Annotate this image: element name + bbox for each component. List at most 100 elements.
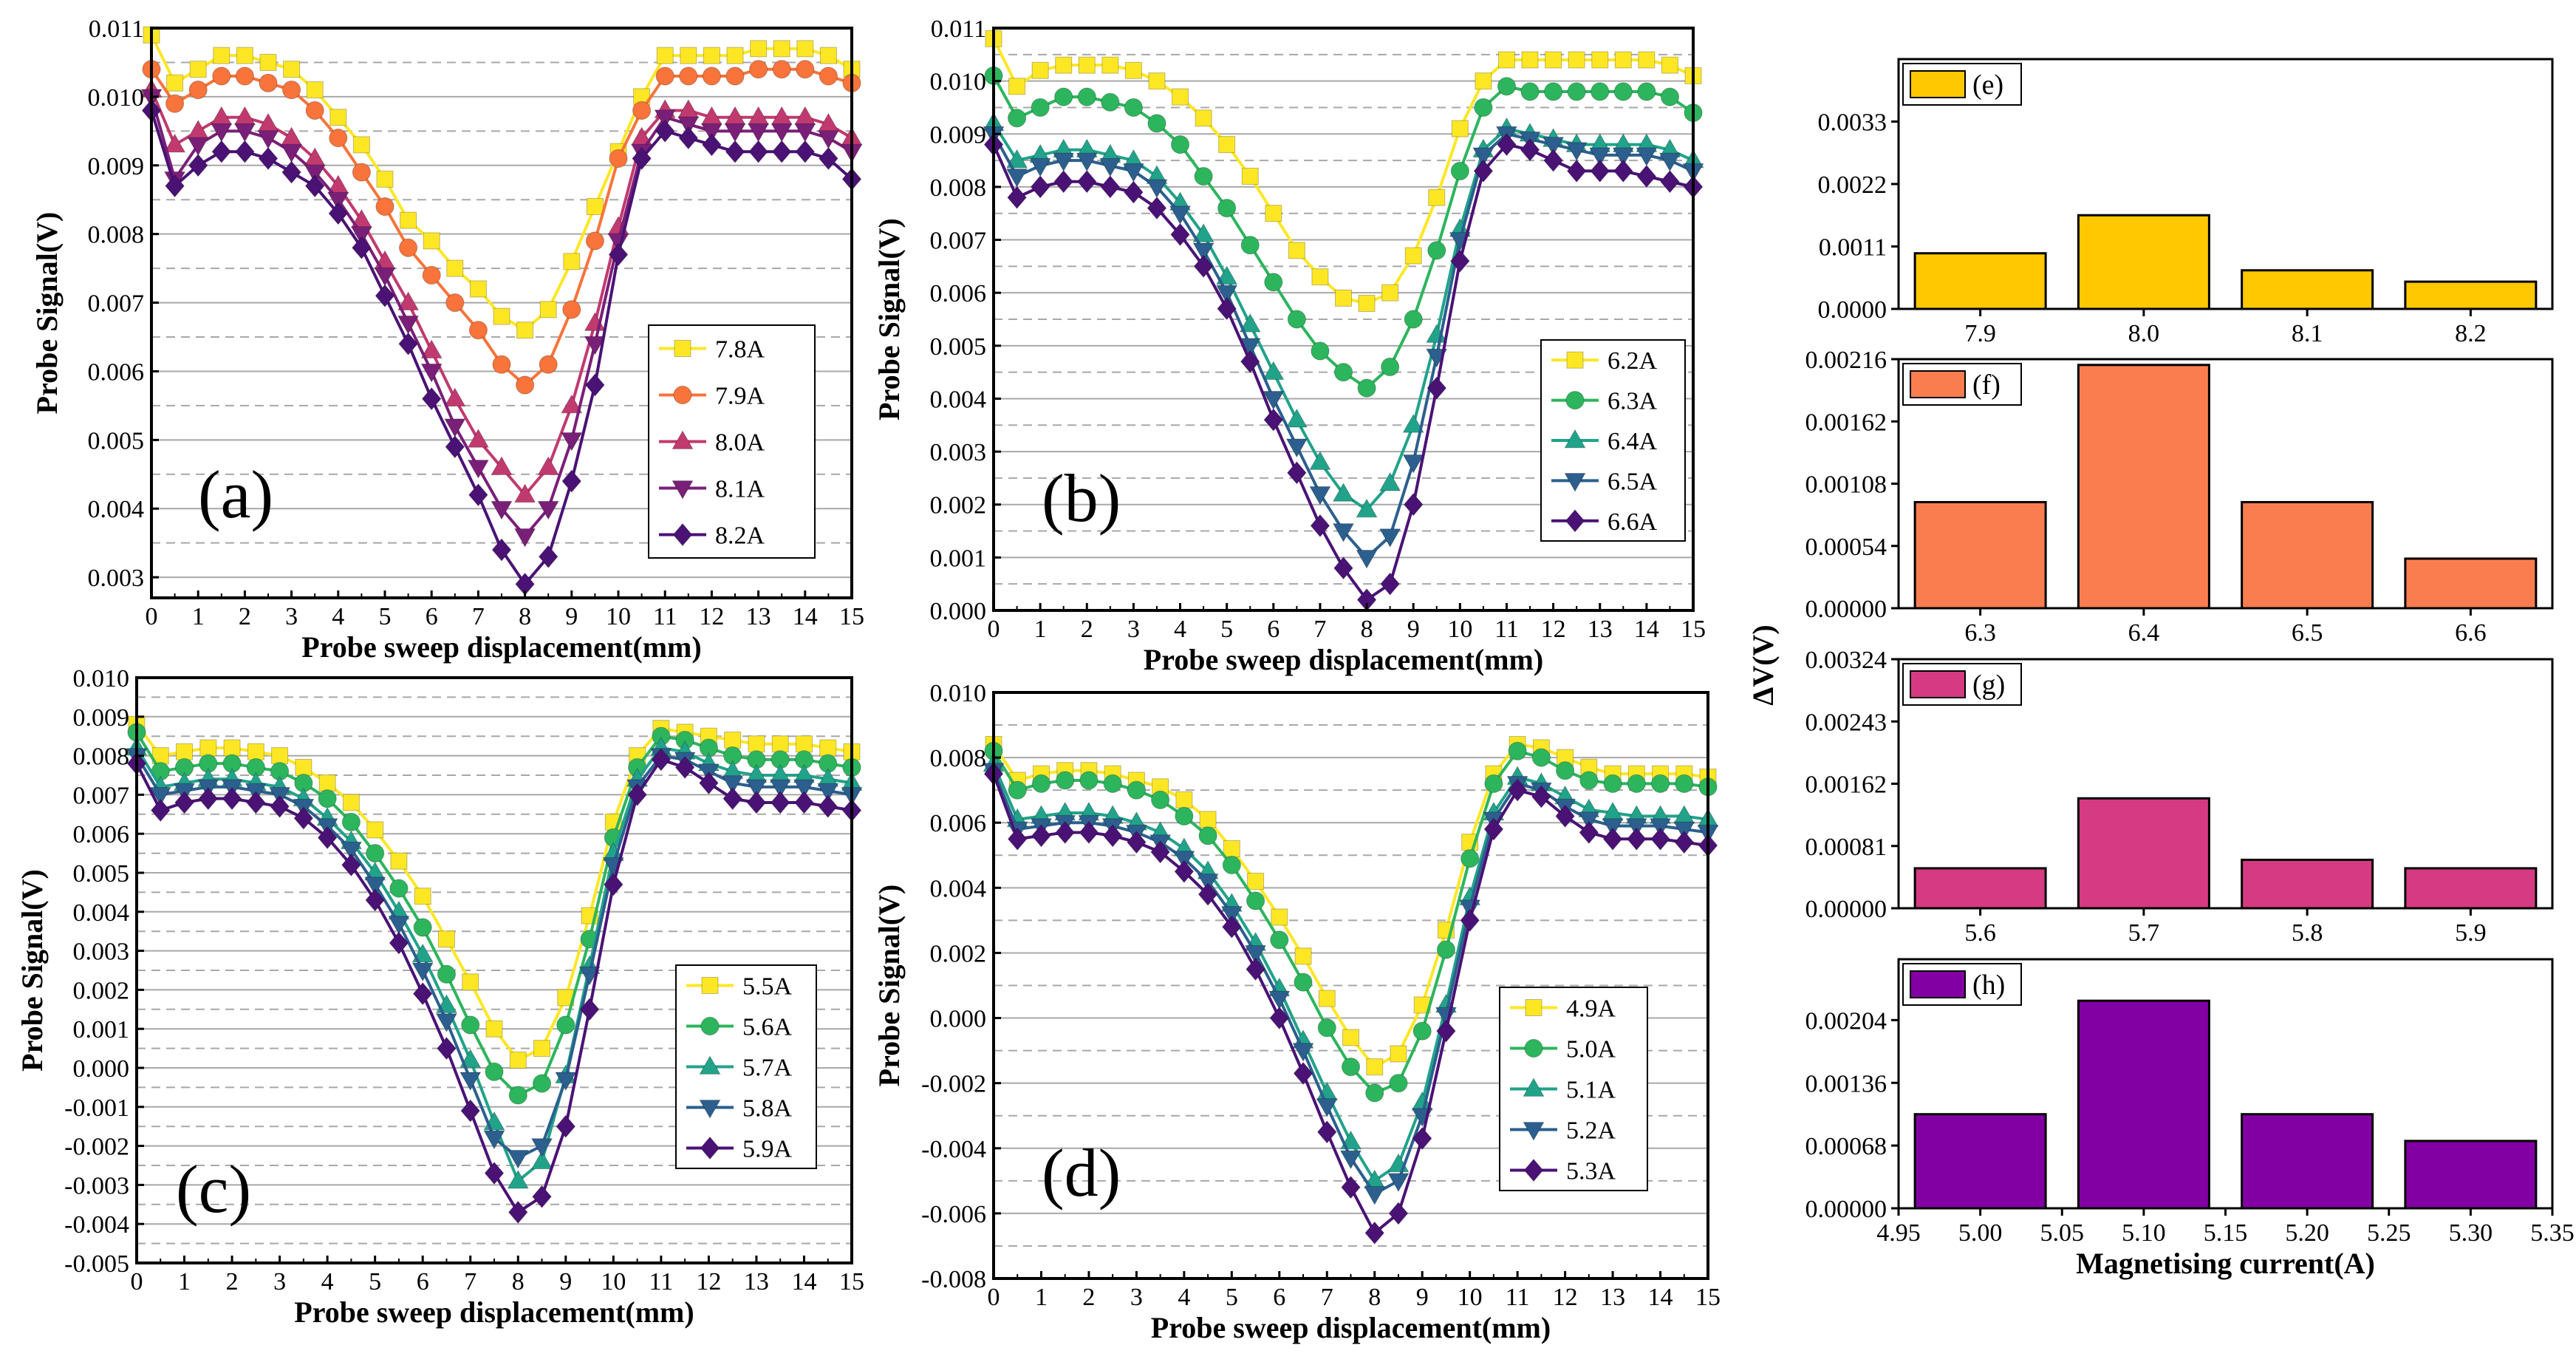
y-tick-label: 0.004 (73, 899, 130, 927)
data-point (437, 1036, 457, 1060)
x-tick-label: 5 (1220, 616, 1233, 643)
data-point (283, 61, 301, 78)
data-point (412, 982, 433, 1006)
data-point (1146, 179, 1168, 199)
data-point (1450, 249, 1470, 273)
data-point (1264, 273, 1283, 292)
data-point (1603, 774, 1622, 793)
data-point (1379, 528, 1401, 548)
x-tick-label: 2 (1082, 1284, 1095, 1311)
data-point (1365, 1083, 1384, 1103)
data-point (1543, 149, 1563, 172)
data-point (819, 146, 838, 171)
x-tick-label: 7 (1313, 616, 1326, 643)
x-tick-label: 12 (699, 603, 724, 630)
data-point (397, 291, 420, 310)
data-point (1544, 82, 1563, 101)
x-tick-label: 2 (239, 603, 251, 630)
data-point (1637, 82, 1656, 101)
data-point (435, 1013, 458, 1032)
y-tick-label: 0.00243 (1805, 709, 1887, 736)
bar (2241, 858, 2374, 910)
data-point (468, 321, 488, 340)
y-tick-label: -0.006 (921, 1201, 986, 1228)
data-point (1031, 824, 1051, 848)
data-point (212, 67, 231, 86)
data-point (1590, 159, 1610, 183)
x-tick-label: 6.4 (2128, 619, 2160, 647)
data-point (507, 1169, 529, 1189)
data-point (1364, 1186, 1386, 1205)
data-point (1589, 147, 1611, 167)
data-point (1404, 310, 1423, 329)
data-point (1412, 1126, 1432, 1151)
y-tick-label: -0.004 (64, 1211, 129, 1239)
data-point (329, 129, 348, 148)
legend: 7.8A 7.9A 8.0A 8.1A 8.2A (648, 324, 816, 559)
series-5.3A (983, 762, 1718, 1244)
y-tick-label: 0.00081 (1805, 834, 1887, 861)
data-point (1412, 1021, 1432, 1041)
data-point (235, 67, 254, 86)
data-point (366, 821, 384, 839)
data-point (508, 1200, 528, 1224)
data-point (352, 236, 372, 259)
data-point (1475, 72, 1492, 90)
data-point (796, 40, 814, 58)
data-point (1566, 159, 1587, 183)
data-point (1473, 159, 1494, 183)
data-point (437, 964, 457, 984)
data-point (304, 174, 325, 198)
data-point (460, 1099, 481, 1123)
legend-marker (1564, 473, 1586, 492)
data-point (1342, 1029, 1359, 1046)
data-point (677, 116, 700, 136)
legend-label: 5.6A (742, 1014, 793, 1041)
data-point (388, 916, 410, 935)
legend-marker (1565, 391, 1585, 410)
data-point (1220, 906, 1243, 925)
bar (2077, 999, 2210, 1210)
data-point (1497, 132, 1517, 157)
data-point (352, 136, 370, 154)
data-point (509, 1051, 527, 1069)
data-point (1241, 168, 1259, 185)
data-point (773, 40, 790, 58)
data-point (1150, 840, 1170, 864)
data-point (655, 67, 674, 86)
legend: 5.5A 5.6A 5.7A 5.8A 5.9A (675, 964, 817, 1169)
data-point (1388, 1202, 1409, 1225)
data-point (222, 787, 242, 811)
data-point (1508, 741, 1527, 760)
bar (2404, 867, 2538, 910)
y-tick-label: 0.002 (930, 940, 987, 967)
x-tick-label: 0 (131, 1268, 143, 1295)
bar (2404, 1140, 2538, 1210)
legend-label: 5.2A (1566, 1117, 1616, 1145)
y-tick-label: 0.00324 (1805, 647, 1887, 674)
data-point (1195, 109, 1212, 127)
data-point (258, 146, 279, 171)
legend-label: 5.1A (1566, 1077, 1616, 1104)
data-point (1124, 180, 1144, 204)
data-point (556, 1015, 575, 1035)
data-point (817, 130, 840, 149)
x-tick-label: 5.6 (1964, 919, 1996, 947)
y-tick-label: 0.004 (88, 496, 145, 523)
x-tick-label: 7.9 (1964, 320, 1996, 347)
legend: 6.2A 6.3A 6.4A 6.5A 6.6A (1540, 339, 1686, 542)
data-point (632, 146, 652, 171)
data-point (295, 758, 312, 776)
data-point (1076, 170, 1097, 194)
data-point (1460, 849, 1480, 868)
y-tick-label: -0.003 (64, 1172, 129, 1199)
data-point (1239, 313, 1261, 333)
data-point (1568, 51, 1585, 69)
x-tick-label: 3 (285, 603, 298, 630)
x-tick-label: 3 (1127, 616, 1140, 643)
y-tick-label: 0.0011 (1819, 234, 1887, 262)
bar (2241, 269, 2374, 310)
x-tick-label: 6 (426, 603, 438, 630)
x-tick-label: 8 (1361, 616, 1373, 643)
data-point (1122, 163, 1145, 183)
